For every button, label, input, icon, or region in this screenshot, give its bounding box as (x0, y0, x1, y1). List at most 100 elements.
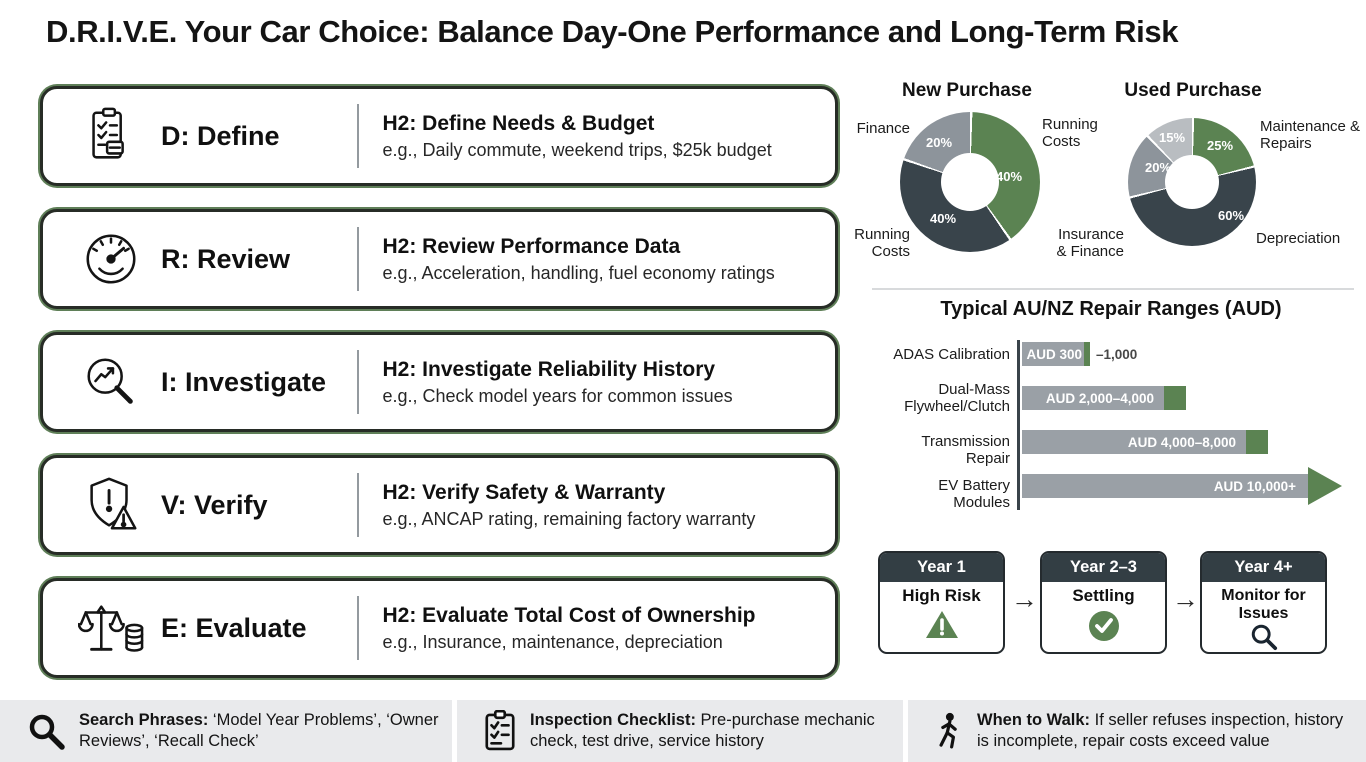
bar-tip (1084, 342, 1090, 366)
slice-percent: 40% (996, 169, 1023, 184)
checklist-icon (483, 710, 517, 752)
steps-list: D: Define H2: Define Needs & Budget e.g.… (40, 86, 838, 678)
slice-label-depreciation: Depreciation (1256, 230, 1341, 247)
page-title: D.R.I.V.E. Your Car Choice: Balance Day-… (46, 14, 1179, 49)
scale-coins-icon (61, 598, 161, 658)
footer-text-rest: If seller refuses inspection, history is… (977, 710, 1344, 750)
step-text: H2: Verify Safety & Warranty e.g., ANCAP… (383, 481, 756, 530)
bar-category: Transmission Repair (921, 433, 1010, 467)
timeline-card-label: Settling (1072, 586, 1135, 605)
bar-row: AUD 10,000+ (1022, 474, 1308, 498)
slice-label-insurance: Insurance & Finance (1056, 226, 1124, 261)
divider (357, 473, 359, 537)
bar-row: AUD 2,000–4,000 (1022, 386, 1186, 410)
footer-text: When to Walk: If seller refuses inspecti… (977, 710, 1354, 752)
step-letter: E: Evaluate (161, 612, 307, 643)
repair-chart-title: Typical AU/NZ Repair Ranges (AUD) (940, 298, 1282, 320)
step-example: e.g., Daily commute, weekend trips, $25k… (382, 139, 772, 160)
timeline-card-header: Year 4+ (1202, 553, 1325, 582)
bar: AUD 4,000–8,000 (1022, 430, 1268, 454)
step-heading: H2: Define Needs & Budget (382, 111, 655, 135)
step-verify: V: Verify H2: Verify Safety & Warranty e… (40, 455, 838, 555)
step-example: e.g., ANCAP rating, remaining factory wa… (382, 508, 756, 529)
step-letter: D: Define (161, 120, 280, 151)
footer-search-phrases: Search Phrases: ‘Model Year Problems’, ‘… (0, 700, 452, 762)
timeline-card-year4plus: Year 4+ Monitor for Issues (1200, 551, 1327, 654)
step-text: H2: Define Needs & Budget e.g., Daily co… (383, 112, 772, 161)
magnifier-icon (1202, 623, 1325, 652)
donut-hole (941, 153, 999, 211)
footer-text: Inspection Checklist: Pre-purchase mecha… (530, 710, 891, 752)
step-heading: H2: Review Performance Data (382, 234, 681, 258)
bar-value-label: AUD 10,000+ (1213, 478, 1296, 494)
step-investigate: I: Investigate H2: Investigate Reliabili… (40, 332, 838, 432)
footer-text-bold: When to Walk: (977, 710, 1091, 729)
timeline-arrow-icon: → (1172, 584, 1199, 614)
magnifier-chart-icon (61, 351, 161, 413)
bar-tip (1164, 386, 1186, 410)
step-text: H2: Review Performance Data e.g., Accele… (383, 235, 775, 284)
footer-text-rest: ‘Model Year Problems’, ‘Owner Reviews’, … (79, 710, 439, 750)
step-letter: R: Review (161, 243, 291, 274)
bar-with-arrow: AUD 10,000+ (1022, 474, 1308, 498)
step-heading: H2: Evaluate Total Cost of Ownership (382, 603, 756, 627)
bar-category: EV Battery Modules (938, 477, 1010, 511)
shield-warning-icon (61, 474, 161, 536)
slice-percent: 25% (1207, 138, 1234, 153)
bar-value-label: AUD 4,000–8,000 (1127, 434, 1236, 450)
divider (357, 350, 359, 414)
step-define: D: Define H2: Define Needs & Budget e.g.… (40, 86, 838, 186)
donut-hole (1165, 155, 1219, 209)
footer-bar: Search Phrases: ‘Model Year Problems’, ‘… (0, 700, 1366, 762)
bar-category: ADAS Calibration (893, 346, 1010, 363)
slice-percent: 40% (930, 211, 957, 226)
divider (357, 104, 359, 168)
step-example: e.g., Check model years for common issue… (382, 385, 733, 406)
slice-label-running-costs: Running Costs (1042, 116, 1098, 151)
used-purchase-title: Used Purchase (1124, 80, 1262, 101)
speedometer-icon (61, 228, 161, 290)
footer-inspection-checklist: Inspection Checklist: Pre-purchase mecha… (457, 700, 903, 762)
footer-text: Search Phrases: ‘Model Year Problems’, ‘… (79, 710, 440, 752)
new-purchase-donut-chart: 40% 40% 20% (900, 112, 1040, 252)
timeline-card-year2-3: Year 2–3 Settling (1040, 551, 1167, 654)
clipboard-checklist-icon (61, 105, 161, 167)
footer-text-bold: Inspection Checklist: (530, 710, 696, 729)
bar-tip (1246, 430, 1268, 454)
slice-percent: 20% (1145, 160, 1172, 175)
slice-percent: 15% (1159, 130, 1186, 145)
timeline-arrow-icon: → (1011, 584, 1038, 614)
step-heading: H2: Investigate Reliability History (382, 357, 716, 381)
magnifier-icon (26, 711, 66, 751)
bar-row: AUD 300 –1,000 (1022, 342, 1137, 366)
bar: AUD 300 (1022, 342, 1090, 366)
step-example: e.g., Insurance, maintenance, depreciati… (382, 631, 723, 652)
slice-label-finance: Finance (856, 120, 910, 137)
section-divider (872, 288, 1354, 290)
repair-bar-chart: ADAS Calibration Dual-Mass Flywheel/Clut… (880, 334, 1358, 518)
slice-percent: 60% (1218, 208, 1245, 223)
step-review: R: Review H2: Review Performance Data e.… (40, 209, 838, 309)
step-text: H2: Evaluate Total Cost of Ownership e.g… (383, 604, 756, 653)
footer-text-bold: Search Phrases: (79, 710, 209, 729)
bar: AUD 2,000–4,000 (1022, 386, 1186, 410)
timeline-card-year1: Year 1 High Risk (878, 551, 1005, 654)
footer-text-rest: Pre-purchase mechanic check, test drive,… (530, 710, 875, 750)
slice-percent: 20% (926, 135, 953, 150)
slice-label-maintenance: Maintenance & Repairs (1260, 118, 1361, 153)
warning-triangle-icon (880, 609, 1003, 646)
step-example: e.g., Acceleration, handling, fuel econo… (382, 262, 775, 283)
step-heading: H2: Verify Safety & Warranty (382, 480, 666, 504)
step-evaluate: E: Evaluate H2: Evaluate Total Cost of O… (40, 578, 838, 678)
timeline-card-header: Year 1 (880, 553, 1003, 582)
bar-category: Dual-Mass Flywheel/Clutch (904, 381, 1010, 415)
walking-person-icon (934, 710, 964, 752)
slice-label-running-costs: Running Costs (854, 226, 910, 261)
new-purchase-title: New Purchase (902, 80, 1032, 101)
divider (357, 596, 359, 660)
bar-value-label: AUD 2,000–4,000 (1045, 390, 1154, 406)
bar-value-suffix: –1,000 (1096, 346, 1138, 362)
timeline-card-label: Monitor for Issues (1221, 587, 1306, 622)
timeline-card-header: Year 2–3 (1042, 553, 1165, 582)
